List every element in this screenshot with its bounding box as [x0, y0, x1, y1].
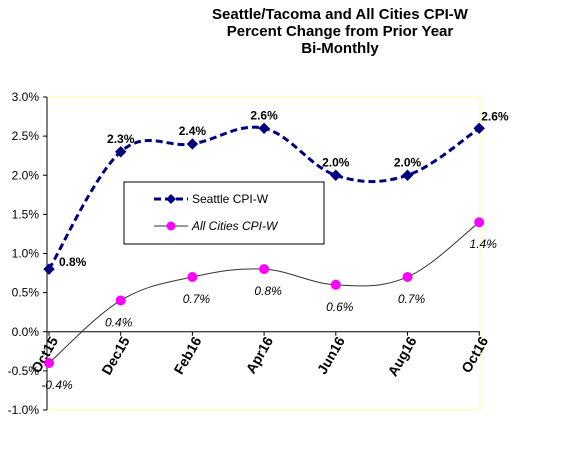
- y-tick-label: 2.0%: [12, 168, 40, 182]
- y-tick-label: 3.0%: [12, 90, 40, 104]
- series-all-cities-point: [402, 271, 413, 282]
- legend-seattle-marker: [166, 194, 176, 204]
- series-all-cities-data-label: 0.6%: [326, 300, 354, 314]
- series-seattle-data-label: 2.3%: [107, 132, 135, 146]
- legend-box: [123, 181, 325, 245]
- x-tick-label: Apr16: [242, 334, 276, 377]
- series-all-cities-point: [115, 295, 126, 306]
- series-seattle-data-label: 2.4%: [179, 124, 207, 138]
- series-all-cities-data-label: -0.4%: [41, 378, 73, 392]
- x-tick-label: Jun16: [314, 334, 348, 377]
- y-tick-label: 0.5%: [12, 286, 40, 300]
- series-all-cities-point: [187, 271, 198, 282]
- chart-title: Seattle/Tacoma and All Cities CPI-W Perc…: [150, 6, 530, 57]
- chart-title-line-2: Percent Change from Prior Year: [226, 23, 454, 40]
- series-all-cities-point: [44, 358, 54, 369]
- series-seattle-point: [43, 263, 55, 275]
- series-all-cities-point: [330, 279, 341, 290]
- series-seattle-data-label: 2.6%: [250, 108, 278, 122]
- series-all-cities-data-label: 0.7%: [183, 292, 211, 306]
- chart-title-line-1: Seattle/Tacoma and All Cities CPI-W: [212, 6, 468, 23]
- series-all-cities-data-label: 0.8%: [254, 284, 282, 298]
- series-all-cities-data-label: 0.7%: [398, 292, 426, 306]
- legend-all-cities-marker: [166, 221, 176, 231]
- chart-title-line-3: Bi-Monthly: [301, 40, 379, 57]
- series-seattle-point: [258, 122, 270, 135]
- x-tick-label: Feb16: [170, 334, 204, 377]
- x-tick-label: Aug16: [384, 334, 419, 379]
- y-tick-label: 1.5%: [12, 207, 40, 221]
- y-tick-label: -1.0%: [8, 403, 40, 417]
- y-tick-label: 2.5%: [12, 129, 40, 143]
- x-tick-label: Oct16: [458, 334, 491, 376]
- series-seattle-data-label: 2.6%: [481, 109, 509, 123]
- x-tick-label: Dec15: [98, 334, 133, 378]
- legend-all-cities-label: All Cities CPI-W: [191, 219, 279, 233]
- series-seattle-point: [401, 169, 414, 181]
- y-tick-label: 0.0%: [12, 325, 40, 339]
- series-all-cities-data-label: 1.4%: [470, 237, 498, 251]
- series-seattle-data-label: 2.0%: [394, 155, 422, 169]
- series-all-cities-data-label: 0.4%: [105, 315, 133, 329]
- series-seattle-point: [114, 146, 127, 158]
- series-all-cities-point: [259, 264, 270, 275]
- series-seattle-data-label: 0.8%: [59, 255, 87, 269]
- series-seattle-point: [330, 169, 342, 181]
- series-seattle-point: [186, 138, 199, 150]
- series-seattle-data-label: 2.0%: [322, 155, 350, 169]
- y-tick-label: 1.0%: [12, 247, 40, 261]
- series-seattle-point: [473, 122, 485, 135]
- x-tick-label: Oct15: [28, 334, 61, 376]
- series-all-cities-point: [474, 217, 485, 228]
- y-tick-label: -0.5%: [8, 364, 40, 378]
- legend-seattle-label: Seattle CPI-W: [192, 192, 269, 206]
